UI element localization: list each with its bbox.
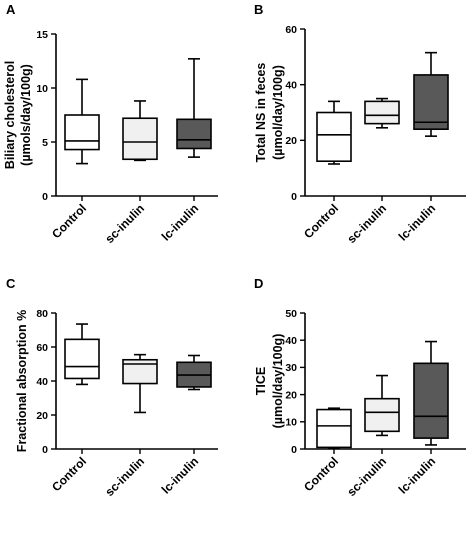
- y-tick-label: 0: [42, 444, 48, 456]
- y-axis-title: Fractional absorption %: [15, 310, 29, 452]
- iqr-box: [176, 118, 212, 150]
- box-control: [316, 407, 352, 449]
- iqr-box: [64, 114, 100, 151]
- y-tick-label: 20: [285, 135, 297, 147]
- iqr-box: [364, 100, 400, 125]
- x-category-label: sc-inulin: [102, 201, 147, 246]
- x-category-label: Control: [301, 454, 341, 494]
- y-tick-label: 60: [285, 24, 297, 36]
- x-category-label: Control: [49, 454, 89, 494]
- y-axis-title: (µmol/day/100g): [271, 65, 285, 160]
- x-category-label: lc-inulin: [396, 201, 438, 243]
- iqr-box: [364, 397, 400, 433]
- box-control: [316, 100, 352, 165]
- iqr-box: [413, 74, 449, 131]
- y-axis-title: Biliary cholesterol: [3, 61, 17, 169]
- iqr-box: [122, 358, 158, 385]
- y-tick-label: 10: [285, 417, 297, 429]
- y-tick-label: 60: [36, 342, 48, 354]
- y-tick-label: 20: [285, 389, 297, 401]
- panel-a: A Biliary cholesterol (µmols/day/100g) 0 5 10…: [3, 2, 218, 246]
- box-lc-inulin: [176, 354, 212, 391]
- panel-letter: C: [6, 276, 16, 291]
- box-sc-inulin: [122, 100, 158, 162]
- x-category-label: Control: [49, 201, 89, 241]
- panel-letter: B: [254, 2, 263, 17]
- panel-letter: D: [254, 276, 263, 291]
- y-tick-label: 80: [36, 308, 48, 320]
- x-category-label: sc-inulin: [344, 201, 389, 246]
- box-control: [64, 323, 100, 386]
- x-category-label: lc-inulin: [159, 454, 201, 496]
- iqr-box: [64, 338, 100, 380]
- y-tick-label: 20: [36, 410, 48, 422]
- y-tick-label: 10: [36, 83, 48, 95]
- y-axis-title: (µmols/day/100g): [19, 64, 33, 166]
- y-tick-label: 40: [285, 79, 297, 91]
- y-tick-label: 5: [42, 137, 48, 149]
- y-tick-label: 15: [36, 29, 48, 41]
- y-tick-label: 30: [285, 362, 297, 374]
- iqr-box: [316, 408, 352, 449]
- iqr-box: [316, 111, 352, 163]
- y-tick-label: 0: [42, 191, 48, 203]
- y-tick-label: 40: [36, 376, 48, 388]
- box-lc-inulin: [413, 340, 449, 446]
- y-axis-title: (µmol/day/100g): [271, 334, 285, 429]
- box-control: [64, 78, 100, 165]
- y-tick-label: 0: [291, 444, 297, 456]
- x-category-label: lc-inulin: [396, 454, 438, 496]
- y-axis-title: TICE: [254, 367, 268, 395]
- x-category-label: Control: [301, 201, 341, 241]
- y-tick-label: 40: [285, 335, 297, 347]
- y-axis-title: Total NS in feces: [254, 63, 268, 163]
- panel-d: D TICE (µmol/day/100g) 0 10 20 30 40 50 Control sc…: [254, 276, 466, 499]
- box-sc-inulin: [364, 374, 400, 437]
- box-sc-inulin: [122, 353, 158, 414]
- x-category-label: sc-inulin: [102, 454, 147, 499]
- box-sc-inulin: [364, 97, 400, 129]
- iqr-box: [122, 117, 158, 161]
- iqr-box: [413, 362, 449, 439]
- x-category-label: sc-inulin: [344, 454, 389, 499]
- panel-c: C Fractional absorption % 0 20 40 60 80 Control…: [6, 276, 218, 499]
- y-tick-label: 50: [285, 308, 297, 320]
- box-lc-inulin: [413, 51, 449, 137]
- box-lc-inulin: [176, 58, 212, 158]
- x-category-label: lc-inulin: [159, 201, 201, 243]
- panel-b: B Total NS in feces (µmol/day/100g) 0 20 40 60…: [254, 2, 466, 246]
- y-tick-label: 0: [291, 191, 297, 203]
- panel-letter: A: [6, 2, 16, 17]
